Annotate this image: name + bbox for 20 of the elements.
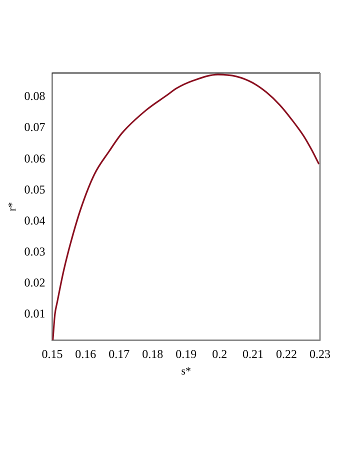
y-tick-label: 0.01: [24, 306, 46, 321]
line-series: [52, 74, 320, 340]
x-tick-label: 0.23: [310, 346, 330, 361]
y-tick-label: 0.07: [24, 120, 46, 134]
x-tick-label: 0.18: [142, 346, 164, 361]
x-axis-title: s*: [181, 365, 191, 378]
y-tick-label: 0.04: [24, 213, 46, 228]
x-tick-label: 0.2: [212, 346, 228, 361]
y-tick-label: 0.06: [24, 151, 46, 166]
x-tick-label: 0.16: [75, 346, 96, 361]
x-tick-label: 0.19: [176, 346, 197, 361]
y-tick-label: 0.02: [24, 276, 46, 290]
x-tick-label: 0.17: [108, 346, 130, 361]
x-tick-label: 0.21: [242, 346, 264, 361]
y-tick-label: 0.05: [24, 182, 46, 196]
y-tick-label: 0.08: [24, 89, 46, 104]
y-tick-label: 0.03: [24, 244, 46, 259]
y-axis-title: r*: [6, 202, 18, 212]
x-tick-label: 0.15: [42, 346, 63, 361]
x-tick-label: 0.22: [276, 346, 298, 361]
